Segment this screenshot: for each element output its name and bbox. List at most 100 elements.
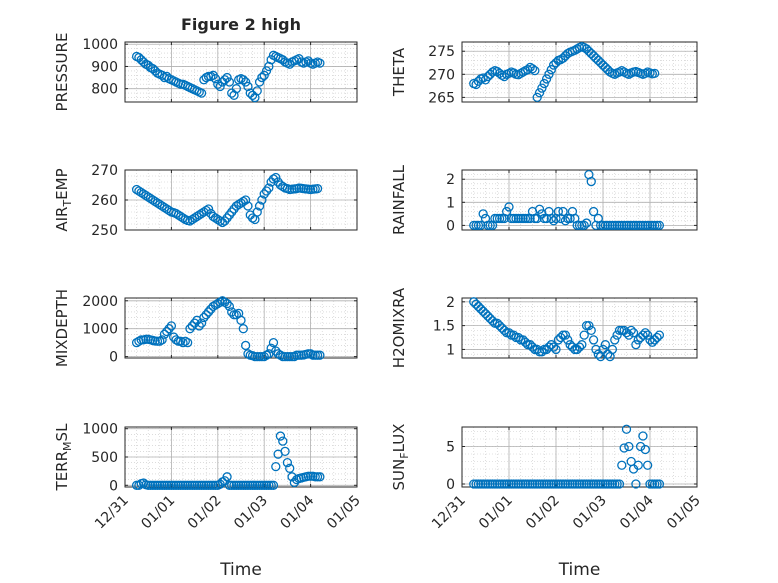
data-point bbox=[222, 213, 232, 223]
data-point bbox=[518, 335, 528, 345]
data-point bbox=[640, 68, 650, 79]
data-point bbox=[136, 187, 146, 198]
data-point bbox=[617, 460, 627, 470]
data-point bbox=[157, 201, 167, 211]
y-tick-label: 2000 bbox=[82, 294, 118, 310]
data-point bbox=[259, 70, 269, 80]
x-tick-label: 01/04 bbox=[617, 492, 657, 532]
data-point bbox=[638, 431, 648, 441]
data-point bbox=[238, 324, 248, 334]
data-point bbox=[189, 213, 200, 223]
data-point bbox=[553, 335, 563, 345]
y-axis-label: RAINFALL bbox=[390, 164, 408, 235]
data-point bbox=[654, 330, 665, 340]
figure-title: Figure 2 high bbox=[181, 15, 301, 34]
y-axis-label: PRESSURE bbox=[53, 33, 71, 112]
data-point bbox=[534, 88, 545, 98]
data-point bbox=[527, 64, 538, 74]
axes-box bbox=[124, 41, 358, 103]
data-point bbox=[534, 204, 545, 214]
subplot-3: 250 260 270 AIRTEMP bbox=[53, 163, 358, 239]
y-tick-label: 800 bbox=[91, 82, 118, 98]
data-point bbox=[523, 65, 533, 75]
data-point bbox=[551, 58, 561, 68]
data-point bbox=[145, 193, 156, 204]
data-point bbox=[619, 325, 629, 336]
y-tick-label: 250 bbox=[91, 223, 118, 239]
data-point bbox=[201, 205, 211, 216]
data-point bbox=[513, 332, 524, 343]
data-point bbox=[280, 446, 290, 456]
data-point bbox=[227, 307, 237, 317]
data-point bbox=[551, 344, 561, 355]
data-point bbox=[315, 472, 325, 482]
data-point bbox=[650, 68, 660, 79]
data-point bbox=[588, 335, 599, 345]
data-point bbox=[537, 347, 547, 357]
data-point bbox=[268, 174, 279, 184]
data-point bbox=[563, 335, 573, 345]
data-point bbox=[478, 73, 488, 83]
data-point bbox=[567, 342, 578, 352]
data-point bbox=[633, 460, 643, 470]
data-point bbox=[647, 337, 657, 347]
data-point bbox=[600, 62, 610, 73]
data-point bbox=[141, 190, 151, 201]
y-tick-label: 275 bbox=[428, 44, 455, 60]
data-point bbox=[227, 207, 237, 217]
data-point bbox=[581, 44, 592, 54]
data-point bbox=[584, 320, 594, 331]
data-point bbox=[176, 211, 186, 222]
data-point bbox=[509, 68, 519, 78]
data-point bbox=[282, 458, 293, 468]
axes-box bbox=[461, 297, 698, 359]
data-point bbox=[229, 90, 239, 100]
data-point bbox=[619, 67, 629, 77]
data-point bbox=[231, 84, 242, 94]
data-point bbox=[579, 220, 589, 231]
y-tick-label: 5 bbox=[446, 440, 455, 456]
data-point bbox=[654, 220, 665, 231]
data-point bbox=[278, 436, 288, 446]
data-point bbox=[527, 342, 538, 352]
data-point bbox=[203, 307, 214, 317]
data-point bbox=[579, 330, 589, 340]
data-point bbox=[520, 337, 531, 347]
data-point bbox=[485, 313, 495, 324]
data-point bbox=[631, 479, 641, 489]
y-tick-label: 500 bbox=[91, 450, 118, 466]
data-point bbox=[315, 58, 325, 68]
data-point bbox=[199, 207, 209, 217]
x-tick-label: 01/03 bbox=[570, 493, 610, 533]
data-point bbox=[600, 340, 610, 350]
data-point bbox=[243, 201, 253, 211]
data-point bbox=[261, 350, 272, 360]
data-point bbox=[159, 202, 170, 213]
data-point bbox=[164, 324, 174, 334]
x-axis-label: Time bbox=[558, 560, 601, 580]
data-point bbox=[240, 340, 251, 351]
data-point bbox=[217, 296, 228, 306]
data-point bbox=[577, 340, 587, 350]
y-tick-label: 1000 bbox=[82, 322, 118, 338]
data-point bbox=[476, 220, 486, 231]
data-point bbox=[610, 335, 620, 345]
data-point bbox=[539, 78, 549, 89]
data-point bbox=[572, 44, 582, 54]
y-tick-label: 1 bbox=[446, 195, 455, 211]
data-point bbox=[240, 77, 251, 87]
data-point bbox=[518, 67, 528, 77]
data-point bbox=[289, 351, 300, 362]
subplot-7: 0 500 1000 12/31 01/01 01/02 01/03 01/04 01/05 TE… bbox=[53, 422, 364, 580]
x-tick-label: 01/04 bbox=[278, 492, 318, 532]
y-tick-label: 1.5 bbox=[433, 319, 455, 335]
y-tick-label: 0 bbox=[109, 478, 118, 494]
data-point bbox=[558, 206, 568, 217]
data-point bbox=[234, 199, 244, 210]
axes-box bbox=[124, 297, 358, 359]
data-point bbox=[596, 58, 606, 68]
data-point bbox=[588, 206, 599, 217]
data-point bbox=[643, 330, 653, 340]
data-point bbox=[469, 297, 479, 307]
